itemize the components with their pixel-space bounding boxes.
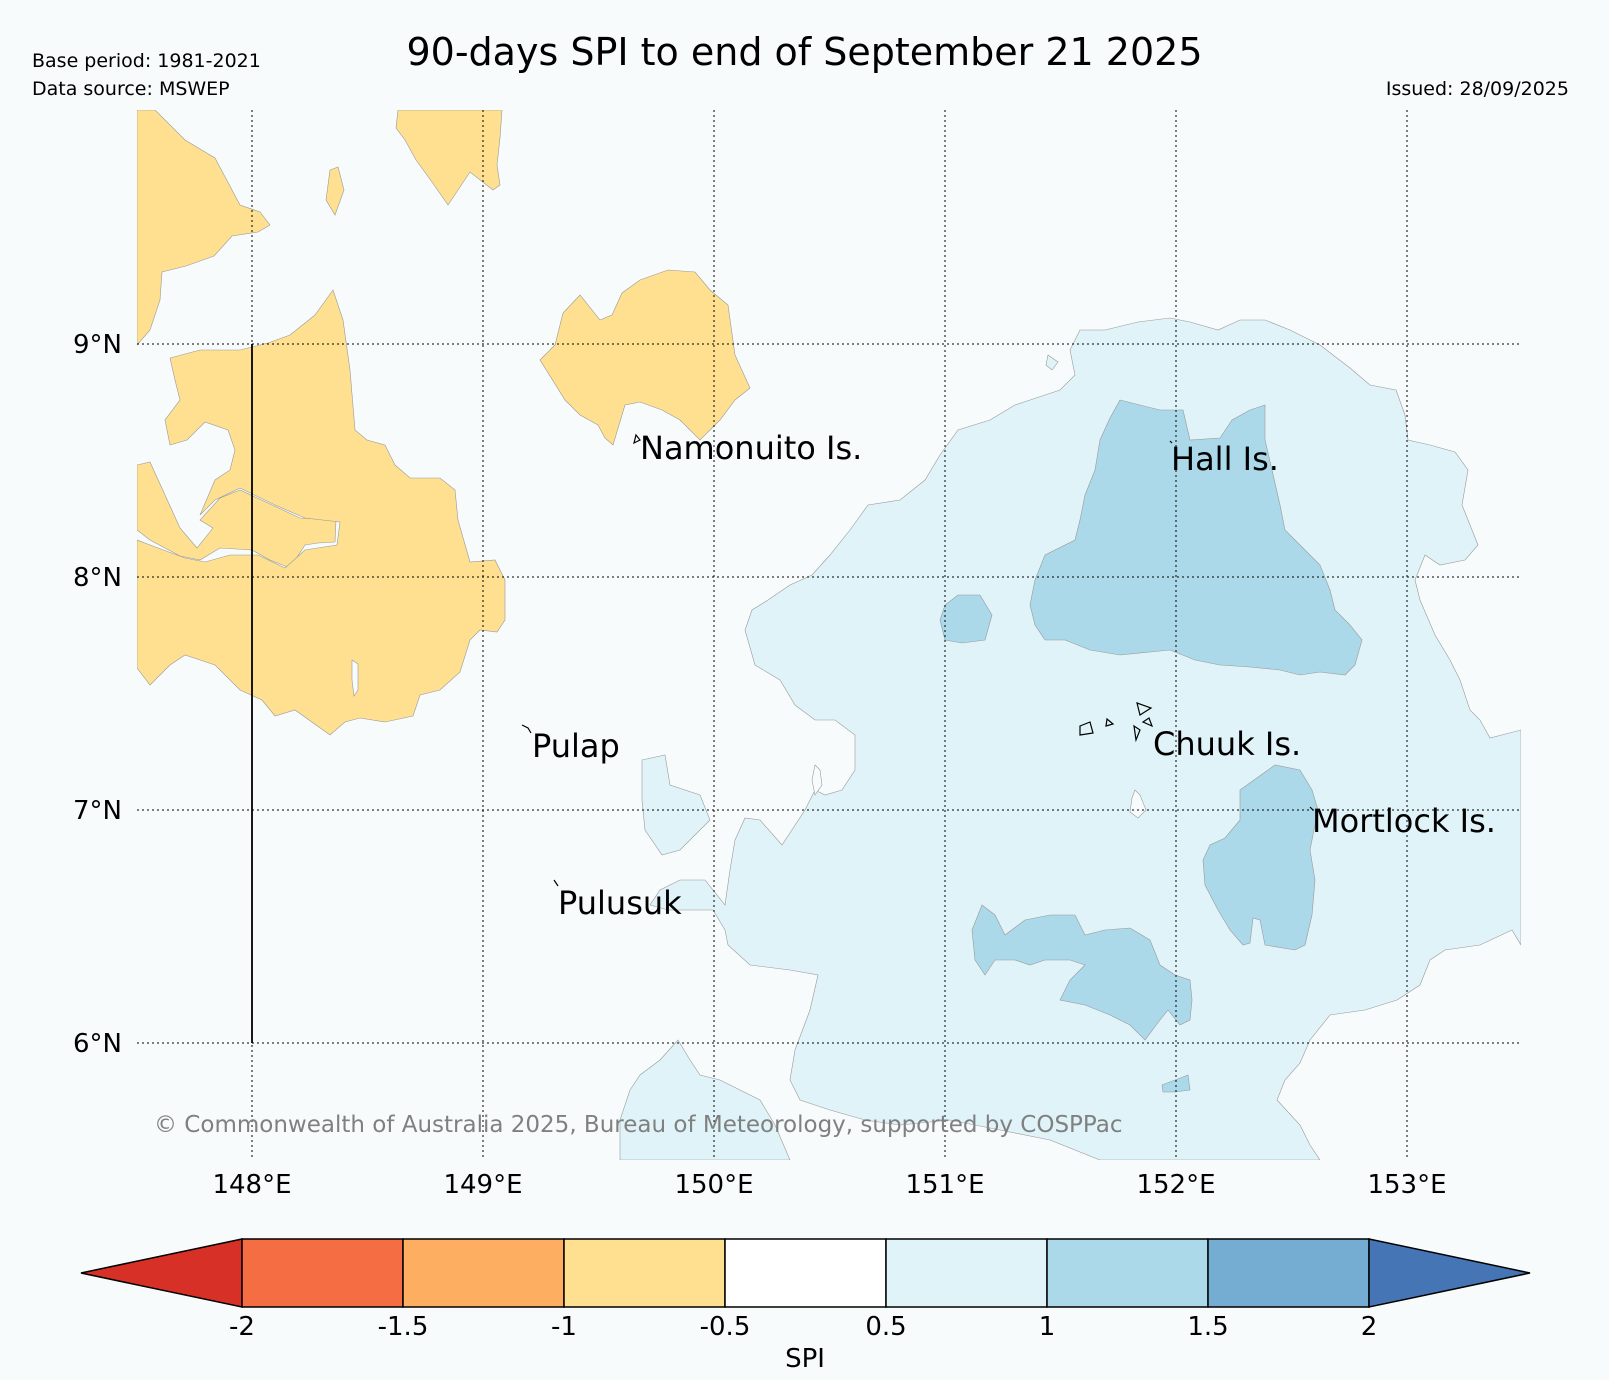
colorbar-bin-0.5-1 [885,1238,1048,1308]
wet-region-south-patch [619,1039,791,1160]
hall-island-shape [1169,440,1173,444]
colorbar-tick: 2 [1361,1312,1378,1342]
dry-notch [351,659,359,697]
lon-label-150e: 150°E [674,1170,753,1200]
colorbar-label: SPI [785,1344,825,1374]
colorbar-tick: 1.5 [1187,1312,1228,1342]
dry-region-northwest [137,110,271,346]
colorbar-tick: 1 [1039,1312,1056,1342]
colorbar-bin-minus1.5-minus1 [402,1238,565,1308]
neutral-hole-2 [1129,789,1147,819]
place-label-namonuito: Namonuito Is. [640,429,862,467]
gridlines [137,110,1521,1160]
islands [521,433,1314,887]
copyright-notice: © Commonwealth of Australia 2025, Bureau… [154,1112,1123,1138]
namonuito-island-shape [633,433,641,445]
wet-region-tiny-north [1045,354,1059,371]
wetter-region-hall [1029,399,1363,676]
wetter-region-west-patch [939,594,993,644]
wetter-region-tiny [1161,1074,1191,1093]
lon-label-148e: 148°E [212,1170,291,1200]
colorbar [80,1238,1531,1308]
place-label-hall: Hall Is. [1171,440,1279,478]
issued-date: Issued: 28/09/2025 [1385,78,1569,100]
dry-region-west-large [137,289,506,736]
base-period: Base period: 1981-2021 [32,50,261,72]
colorbar-extend-low [80,1238,243,1308]
dry-region-north-patch [395,110,503,206]
lat-label-9n: 9°N [73,330,122,360]
chuuk-islands-shape [1079,702,1154,743]
colorbar-tick: -1 [551,1312,577,1342]
dry-region-central-north [539,269,751,446]
place-label-pulusuk: Pulusuk [558,884,682,922]
colorbar-extend-high [1368,1238,1531,1308]
colorbar-tick: 0.5 [865,1312,906,1342]
spi-contours [137,110,1521,1160]
colorbar-bin-minus2-minus1.5 [241,1238,404,1308]
pulusuk-island-shape [553,879,559,887]
wet-region-main [649,317,1521,1160]
lat-label-8n: 8°N [73,563,122,593]
place-label-pulap: Pulap [532,727,620,765]
colorbar-bin-minus1-minus0.5 [563,1238,726,1308]
colorbar-tick: -0.5 [700,1312,751,1342]
neutral-hole-1 [811,764,823,796]
lat-label-7n: 7°N [73,796,122,826]
lon-label-152e: 152°E [1136,1170,1215,1200]
colorbar-tick: -2 [229,1312,255,1342]
lat-label-6n: 6°N [73,1029,122,1059]
colorbar-bin-neutral [724,1238,887,1308]
wetter-region-mortlock [1202,764,1319,951]
wetter-region-south [971,904,1193,1041]
dry-region-west-main [137,461,337,569]
mortlock-island-shape [1309,806,1314,811]
map-title: 90-days SPI to end of September 21 2025 [406,30,1203,74]
place-label-chuuk: Chuuk Is. [1153,725,1301,763]
place-label-mortlock: Mortlock Is. [1312,802,1496,840]
map-metadata: Base period: 1981-2021 Data source: MSWE… [32,47,261,103]
wet-region-southwest-patch [641,754,711,856]
lon-label-149e: 149°E [443,1170,522,1200]
lon-label-153e: 153°E [1367,1170,1446,1200]
colorbar-bin-1-1.5 [1046,1238,1209,1308]
colorbar-tick: -1.5 [378,1312,429,1342]
colorbar-bin-1.5-2 [1207,1238,1370,1308]
lon-label-151e: 151°E [905,1170,984,1200]
pulap-island-shape [521,724,532,734]
dry-region-small-north [325,166,345,216]
data-source: Data source: MSWEP [32,78,230,100]
